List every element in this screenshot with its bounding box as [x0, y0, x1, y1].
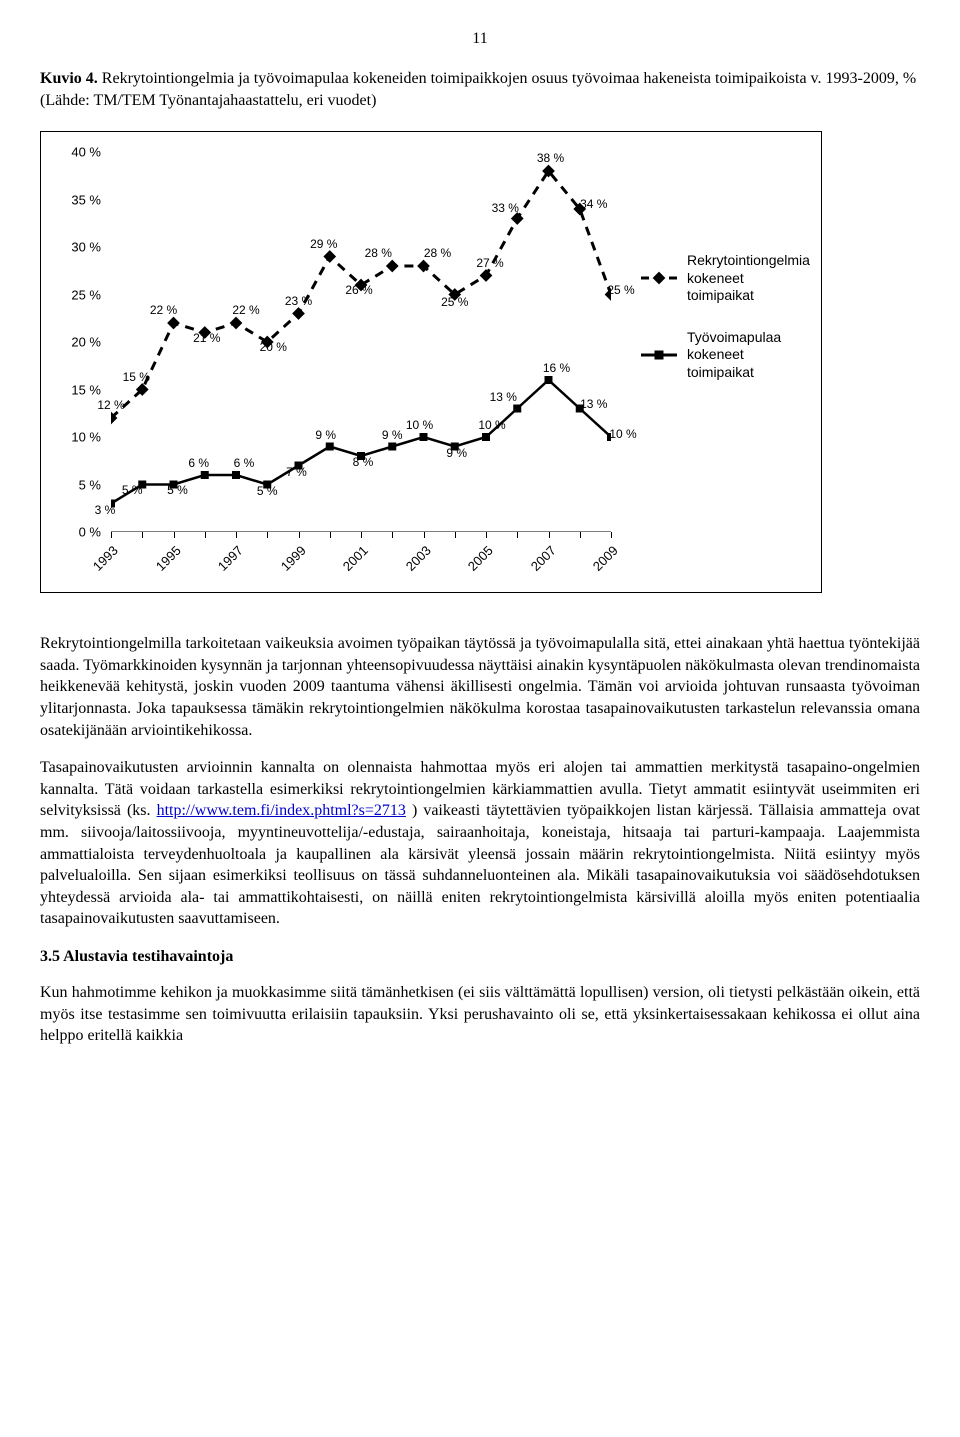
chart-data-label: 34 % — [580, 197, 607, 211]
y-tick-label: 20 % — [71, 335, 101, 350]
paragraph-3: Kun hahmotimme kehikon ja muokkasimme si… — [40, 982, 920, 1047]
chart-data-label: 9 % — [446, 446, 467, 460]
y-axis: 0 %5 %10 %15 %20 %25 %30 %35 %40 % — [41, 152, 111, 552]
chart-data-label: 25 % — [607, 283, 634, 297]
chart-data-label: 27 % — [476, 256, 503, 270]
figure-caption-prefix: Kuvio 4. — [40, 70, 98, 87]
y-tick-label: 30 % — [71, 240, 101, 255]
diamond-icon — [653, 272, 666, 285]
x-tick-label: 2009 — [590, 543, 621, 574]
paragraph-2: Tasapainovaikutusten arvioinnin kannalta… — [40, 757, 920, 930]
y-tick-label: 25 % — [71, 287, 101, 302]
chart-data-label: 6 % — [234, 456, 255, 470]
chart-data-label: 6 % — [188, 456, 209, 470]
chart-data-label: 15 % — [123, 370, 150, 384]
y-tick-label: 5 % — [79, 477, 101, 492]
chart-data-label: 3 % — [95, 503, 116, 517]
chart-data-label: 23 % — [285, 294, 312, 308]
chart-data-label: 13 % — [490, 390, 517, 404]
chart-legend: Rekrytointiongelmia kokeneet toimipaikat… — [641, 252, 811, 405]
legend-swatch-pula — [641, 346, 677, 364]
x-tick-label: 1995 — [152, 543, 183, 574]
x-axis: 199319951997199920012003200520072009 — [111, 532, 611, 582]
page-number: 11 — [40, 30, 920, 48]
chart-data-label: 12 % — [97, 398, 124, 412]
chart-data-label: 26 % — [345, 283, 372, 297]
legend-swatch-rekry — [641, 269, 677, 287]
chart-data-label: 5 % — [122, 483, 143, 497]
chart-data-label: 13 % — [580, 397, 607, 411]
chart-data-label: 10 % — [406, 418, 433, 432]
figure-caption-body: Rekrytointiongelmia ja työvoimapulaa kok… — [40, 70, 916, 109]
legend-label-rekry: Rekrytointiongelmia kokeneet toimipaikat — [687, 252, 811, 305]
chart-data-labels: 12 %15 %22 %21 %22 %20 %23 %29 %26 %28 %… — [111, 152, 611, 532]
legend-item-rekry: Rekrytointiongelmia kokeneet toimipaikat — [641, 252, 811, 305]
paragraph-2b: ) vaikeasti täytettävien työpaikkojen li… — [40, 802, 920, 927]
y-tick-label: 35 % — [71, 192, 101, 207]
y-tick-label: 0 % — [79, 525, 101, 540]
x-tick-label: 2001 — [340, 543, 371, 574]
chart-data-label: 5 % — [257, 484, 278, 498]
chart-data-label: 29 % — [310, 237, 337, 251]
section-heading: 3.5 Alustavia testihavaintoja — [40, 948, 920, 966]
tem-link[interactable]: http://www.tem.fi/index.phtml?s=2713 — [157, 802, 406, 819]
y-tick-label: 40 % — [71, 145, 101, 160]
chart-data-label: 8 % — [353, 455, 374, 469]
chart-data-label: 33 % — [492, 201, 519, 215]
chart-data-label: 22 % — [232, 303, 259, 317]
chart-data-label: 7 % — [286, 465, 307, 479]
chart-data-label: 5 % — [167, 483, 188, 497]
x-tick-label: 1999 — [277, 543, 308, 574]
chart-data-label: 10 % — [609, 427, 636, 441]
legend-label-pula: Työvoimapulaa kokeneet toimipaikat — [687, 329, 811, 382]
x-tick-label: 2005 — [465, 543, 496, 574]
y-tick-label: 10 % — [71, 430, 101, 445]
chart-data-label: 25 % — [441, 295, 468, 309]
chart-data-label: 21 % — [193, 331, 220, 345]
chart-data-label: 28 % — [424, 246, 451, 260]
chart-data-label: 9 % — [315, 428, 336, 442]
x-tick-label: 2007 — [527, 543, 558, 574]
chart-data-label: 9 % — [382, 428, 403, 442]
chart-data-label: 22 % — [150, 303, 177, 317]
chart-data-label: 38 % — [537, 151, 564, 165]
figure-caption: Kuvio 4. Rekrytointiongelmia ja työvoima… — [40, 68, 920, 111]
chart-data-label: 28 % — [365, 246, 392, 260]
chart-data-label: 10 % — [478, 418, 505, 432]
page: 11 Kuvio 4. Rekrytointiongelmia ja työvo… — [0, 0, 960, 1123]
y-tick-label: 15 % — [71, 382, 101, 397]
legend-item-pula: Työvoimapulaa kokeneet toimipaikat — [641, 329, 811, 382]
x-tick-label: 1997 — [215, 543, 246, 574]
x-tick-label: 2003 — [402, 543, 433, 574]
square-icon — [655, 350, 664, 359]
chart-data-label: 16 % — [543, 361, 570, 375]
chart-data-label: 20 % — [260, 340, 287, 354]
paragraph-1: Rekrytointiongelmilla tarkoitetaan vaike… — [40, 633, 920, 741]
chart: 0 %5 %10 %15 %20 %25 %30 %35 %40 % 12 %1… — [40, 131, 822, 593]
